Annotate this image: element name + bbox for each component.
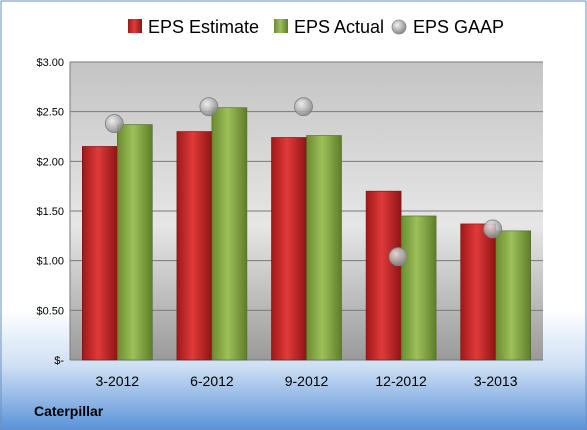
gaap-marker xyxy=(483,219,503,239)
bars xyxy=(82,107,532,361)
x-tick-label: 3-2012 xyxy=(96,373,140,389)
gaap-marker xyxy=(294,97,313,117)
legend-swatch-estimate xyxy=(128,19,142,33)
x-tick-label: 12-2012 xyxy=(375,373,427,389)
bar-actual xyxy=(117,124,153,361)
legend-label-estimate: EPS Estimate xyxy=(148,17,259,37)
y-tick-label: $3.00 xyxy=(36,57,64,69)
bar-actual xyxy=(306,135,342,361)
bar-estimate xyxy=(365,190,402,361)
legend-swatch-gaap xyxy=(391,19,407,35)
gaap-marker xyxy=(388,247,408,267)
bar-actual xyxy=(495,230,532,361)
company-name: Caterpillar xyxy=(34,403,104,419)
bar-actual xyxy=(211,107,248,361)
gaap-markers xyxy=(104,97,503,267)
gaap-marker xyxy=(199,97,219,117)
y-axis-ticks: $- $0.50 $1.00 $1.50 $2.00 $2.50 $3.00 xyxy=(36,57,64,367)
y-tick-label: $2.50 xyxy=(36,107,64,119)
y-tick-label: $- xyxy=(54,355,64,367)
y-tick-label: $0.50 xyxy=(36,305,64,317)
y-tick-label: $2.00 xyxy=(36,156,64,168)
gaap-marker xyxy=(104,114,124,133)
bar-estimate xyxy=(460,223,497,361)
legend-label-gaap: EPS GAAP xyxy=(413,17,504,37)
legend-label-actual: EPS Actual xyxy=(294,17,384,37)
y-tick-label: $1.50 xyxy=(36,206,64,218)
legend-swatch-actual xyxy=(274,19,288,33)
bar-estimate xyxy=(271,137,307,361)
y-tick-label: $1.00 xyxy=(36,256,64,268)
bar-estimate xyxy=(82,146,118,361)
x-tick-label: 3-2013 xyxy=(474,373,518,389)
legend: EPS Estimate EPS Actual EPS GAAP xyxy=(128,17,504,37)
bar-actual xyxy=(400,215,437,361)
x-axis-ticks: 3-2012 6-2012 9-2012 12-2012 3-2013 xyxy=(96,373,518,389)
x-tick-label: 6-2012 xyxy=(190,373,234,389)
bar-estimate xyxy=(176,131,213,361)
x-tick-label: 9-2012 xyxy=(285,373,329,389)
